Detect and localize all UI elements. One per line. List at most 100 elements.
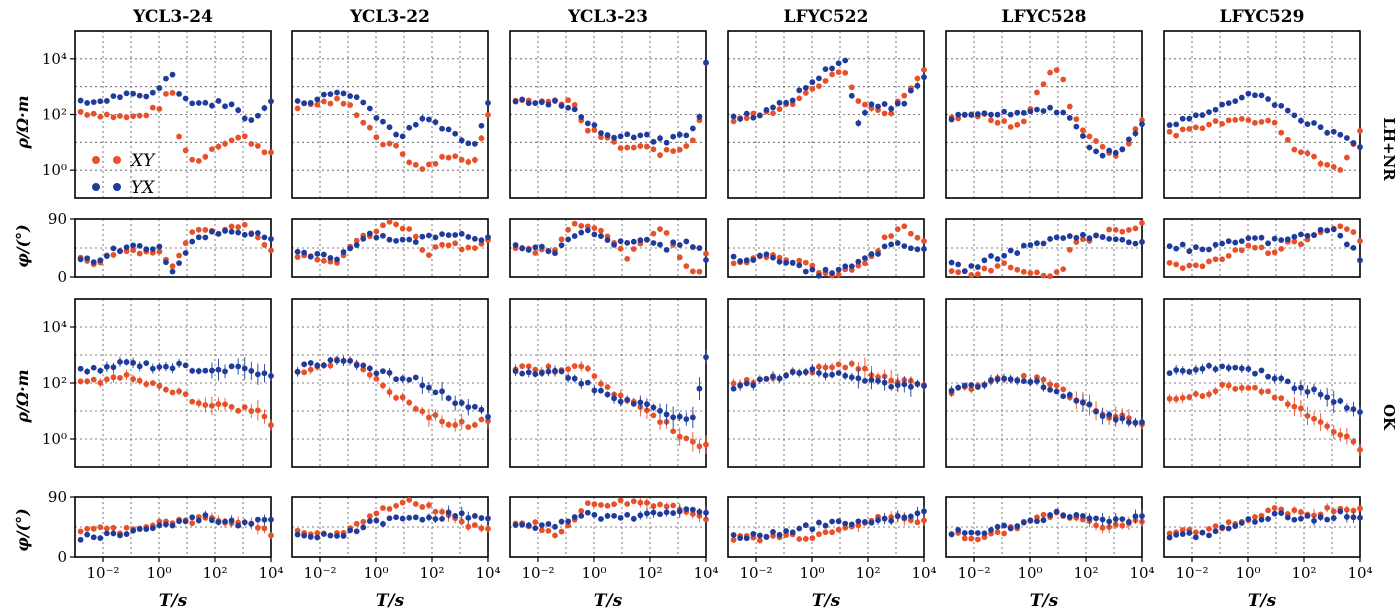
- station-title-lfyc529: LFYC529: [1220, 7, 1305, 27]
- data-point: [1007, 376, 1014, 383]
- data-point: [189, 520, 196, 527]
- data-point: [1265, 388, 1271, 395]
- data-point: [439, 231, 445, 238]
- data-point: [386, 506, 393, 512]
- data-point: [1343, 154, 1350, 161]
- data-point: [776, 99, 783, 106]
- data-point: [77, 365, 84, 372]
- data-point: [215, 519, 222, 526]
- data-point: [334, 357, 340, 364]
- data-point: [1080, 399, 1086, 406]
- data-point: [123, 359, 130, 365]
- data-point: [1252, 92, 1258, 99]
- data-point: [445, 509, 452, 516]
- data-point: [77, 108, 84, 115]
- legend: XY YX: [92, 151, 156, 198]
- data-point: [439, 241, 445, 248]
- data-point: [907, 245, 914, 252]
- data-point: [862, 519, 868, 525]
- data-point: [829, 364, 835, 371]
- data-point: [426, 252, 432, 258]
- data-point: [353, 242, 360, 248]
- data-point: [97, 367, 104, 374]
- data-point: [222, 140, 228, 147]
- data-point: [1192, 534, 1199, 541]
- rho-frame: [509, 298, 707, 468]
- data-point: [445, 242, 452, 249]
- series-yx-phi: [730, 240, 927, 279]
- data-point: [689, 125, 696, 132]
- data-point: [663, 146, 670, 153]
- data-point: [215, 143, 222, 150]
- data-point: [1265, 117, 1271, 124]
- data-point: [968, 382, 975, 388]
- data-point: [176, 133, 182, 140]
- data-point: [1119, 146, 1126, 153]
- data-point: [393, 376, 399, 383]
- data-point: [1139, 117, 1145, 123]
- data-point: [598, 502, 604, 508]
- data-point: [222, 518, 228, 525]
- data-point: [783, 99, 790, 106]
- data-point: [802, 84, 809, 91]
- data-point: [591, 225, 598, 231]
- data-point: [1007, 111, 1014, 118]
- data-point: [1212, 528, 1219, 535]
- data-point: [637, 512, 644, 519]
- data-point: [1258, 516, 1265, 523]
- data-point: [1298, 231, 1304, 238]
- data-point: [743, 257, 750, 264]
- data-point: [426, 384, 432, 391]
- rho-frame: [1163, 30, 1361, 199]
- data-point: [1047, 512, 1053, 518]
- data-point: [261, 242, 268, 248]
- data-point: [1219, 101, 1226, 108]
- series-xy-phi: [948, 220, 1145, 280]
- data-point: [703, 59, 709, 66]
- data-point: [222, 228, 228, 234]
- data-point: [512, 522, 519, 528]
- series-yx-rho: [294, 89, 491, 147]
- data-point: [994, 263, 1001, 269]
- data-point: [347, 357, 354, 364]
- data-point: [1199, 246, 1206, 253]
- data-point: [176, 252, 182, 259]
- data-point: [750, 382, 757, 389]
- data-point: [571, 363, 578, 369]
- data-point: [552, 523, 558, 530]
- data-point: [730, 537, 737, 543]
- data-point: [222, 103, 228, 110]
- data-point: [1350, 507, 1357, 514]
- panel-ycl3-23-lh-nr: [509, 30, 709, 278]
- data-point: [696, 245, 703, 251]
- data-point: [156, 383, 163, 389]
- data-point: [604, 132, 611, 138]
- data-point: [1132, 130, 1139, 137]
- data-point: [981, 110, 988, 117]
- data-point: [1132, 225, 1139, 232]
- data-point: [353, 237, 360, 244]
- data-point: [1020, 268, 1027, 275]
- data-point: [968, 386, 975, 392]
- data-point: [1337, 431, 1344, 438]
- data-point: [565, 374, 572, 381]
- data-point: [130, 376, 137, 382]
- data-point: [584, 120, 591, 127]
- data-point: [1099, 413, 1106, 419]
- data-point: [558, 528, 565, 535]
- data-point: [1186, 248, 1193, 255]
- series-yx-rho: [512, 350, 709, 429]
- data-point: [948, 387, 955, 394]
- data-point: [624, 501, 631, 507]
- data-point: [485, 515, 491, 522]
- data-point: [209, 146, 215, 152]
- data-point: [1284, 236, 1291, 243]
- data-point: [571, 375, 578, 382]
- data-point: [552, 98, 558, 104]
- data-point: [1212, 523, 1219, 529]
- x-tick-label: 10²: [1291, 564, 1316, 582]
- data-point: [683, 132, 690, 139]
- rho-tick-label: 10⁰: [42, 161, 67, 179]
- data-point: [1073, 239, 1080, 245]
- data-point: [1020, 109, 1027, 116]
